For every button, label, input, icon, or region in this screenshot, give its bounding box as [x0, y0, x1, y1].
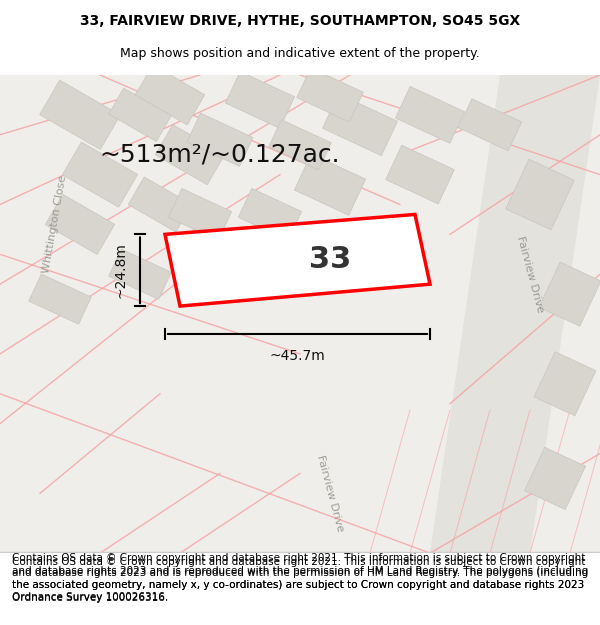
Polygon shape [128, 177, 192, 232]
Polygon shape [295, 154, 365, 215]
Polygon shape [45, 194, 115, 254]
Polygon shape [506, 159, 574, 230]
Text: Contains OS data © Crown copyright and database right 2021. This information is : Contains OS data © Crown copyright and d… [12, 557, 588, 601]
Text: Map shows position and indicative extent of the property.: Map shows position and indicative extent… [120, 48, 480, 61]
Polygon shape [386, 145, 454, 204]
Text: Contains OS data © Crown copyright and database right 2021. This information is : Contains OS data © Crown copyright and d… [12, 553, 588, 602]
Polygon shape [187, 113, 253, 166]
Polygon shape [109, 88, 172, 141]
Polygon shape [62, 142, 137, 207]
Polygon shape [155, 124, 225, 185]
Polygon shape [226, 71, 295, 128]
Polygon shape [165, 214, 430, 306]
Text: Fairview Drive: Fairview Drive [515, 235, 545, 314]
Text: ~45.7m: ~45.7m [269, 349, 325, 363]
Polygon shape [323, 94, 397, 156]
Polygon shape [534, 352, 596, 416]
Polygon shape [458, 99, 521, 151]
Text: 33, FAIRVIEW DRIVE, HYTHE, SOUTHAMPTON, SO45 5GX: 33, FAIRVIEW DRIVE, HYTHE, SOUTHAMPTON, … [80, 14, 520, 28]
Polygon shape [238, 188, 302, 241]
Polygon shape [269, 119, 331, 170]
Text: 33: 33 [309, 245, 351, 274]
Polygon shape [430, 75, 600, 553]
Polygon shape [135, 65, 205, 125]
Polygon shape [169, 188, 232, 241]
Polygon shape [524, 448, 586, 509]
Polygon shape [297, 68, 363, 122]
Polygon shape [40, 80, 121, 149]
Text: ~513m²/~0.127ac.: ~513m²/~0.127ac. [100, 142, 340, 167]
Text: Fairview Drive: Fairview Drive [315, 454, 345, 532]
Polygon shape [395, 86, 464, 143]
Polygon shape [29, 274, 91, 324]
Polygon shape [539, 262, 600, 326]
Text: ~24.8m: ~24.8m [114, 242, 128, 298]
Polygon shape [109, 249, 171, 299]
Text: Whittington Close: Whittington Close [41, 174, 68, 274]
